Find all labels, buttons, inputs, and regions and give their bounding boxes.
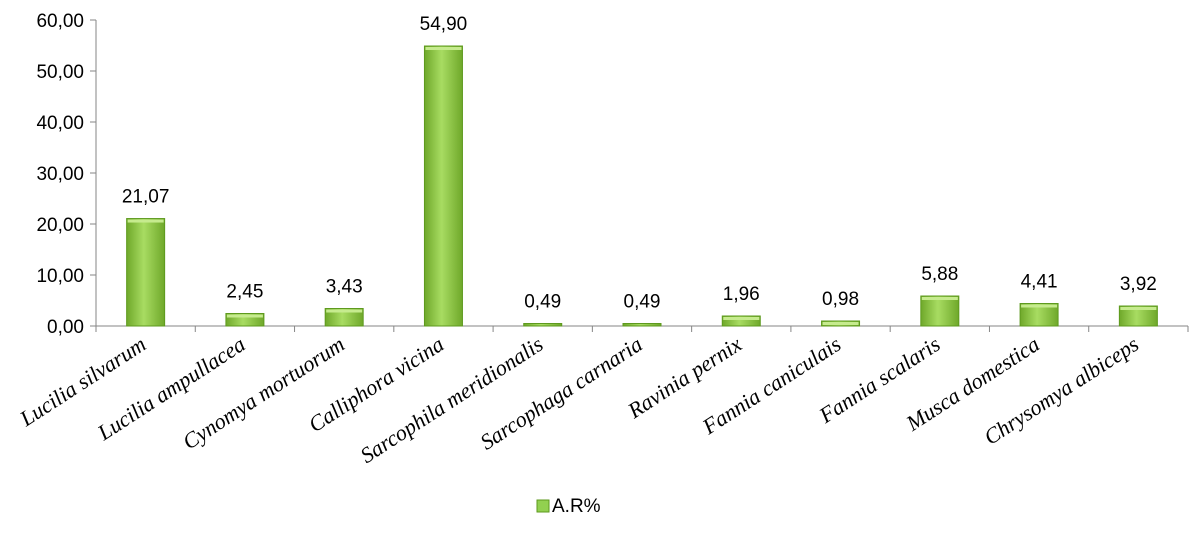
y-axis-ticks: 0,00 10,00 20,00 30,00 40,00 50,00 60,00 bbox=[36, 11, 96, 338]
bars bbox=[126, 45, 1158, 327]
bar bbox=[622, 323, 662, 327]
data-label: 54,90 bbox=[420, 14, 468, 35]
y-tick-label: 50,00 bbox=[36, 62, 84, 83]
legend-label-ar: A.R% bbox=[552, 496, 601, 517]
bar-top bbox=[326, 309, 363, 313]
bar bbox=[126, 218, 166, 327]
y-tick-label: 60,00 bbox=[36, 11, 84, 32]
data-label: 0,98 bbox=[822, 289, 859, 310]
legend: A.R% bbox=[536, 496, 601, 517]
bar-top bbox=[921, 297, 958, 301]
bar-top bbox=[822, 322, 859, 326]
data-label: 0,49 bbox=[524, 292, 561, 313]
bar-top bbox=[1120, 307, 1157, 311]
bar bbox=[523, 323, 563, 327]
bar-top bbox=[425, 47, 462, 51]
bar bbox=[1019, 303, 1059, 327]
data-label: 3,43 bbox=[326, 277, 363, 298]
legend-swatch bbox=[536, 499, 550, 513]
data-label: 2,45 bbox=[226, 282, 263, 303]
bar-top bbox=[723, 317, 760, 321]
data-label: 21,07 bbox=[122, 187, 170, 208]
y-tick-label: 0,00 bbox=[47, 317, 84, 338]
category-label: Sarcophila meridionalis bbox=[356, 331, 548, 468]
y-tick-label: 30,00 bbox=[36, 164, 84, 185]
bar bbox=[324, 308, 364, 327]
bar bbox=[920, 295, 960, 327]
bar-top bbox=[127, 219, 164, 223]
bar bbox=[423, 45, 463, 327]
data-label: 3,92 bbox=[1120, 274, 1157, 295]
category-label: Sarcophaga carnaria bbox=[475, 331, 646, 454]
y-tick-label: 10,00 bbox=[36, 266, 84, 287]
data-label: 5,88 bbox=[921, 264, 958, 285]
data-labels: 21,07 2,45 3,43 54,90 0,49 0,49 1,96 0,98 5,88 4,… bbox=[122, 14, 1157, 312]
y-tick-label: 20,00 bbox=[36, 215, 84, 236]
bar bbox=[721, 315, 761, 327]
data-label: 1,96 bbox=[723, 284, 760, 305]
category-label: Cynomya mortuorum bbox=[178, 331, 349, 454]
data-label: 0,49 bbox=[624, 292, 661, 313]
data-label: 4,41 bbox=[1021, 272, 1058, 293]
bar-top bbox=[1021, 304, 1058, 308]
y-tick-label: 40,00 bbox=[36, 113, 84, 134]
bar bbox=[1118, 305, 1158, 327]
bar-top bbox=[226, 314, 263, 318]
